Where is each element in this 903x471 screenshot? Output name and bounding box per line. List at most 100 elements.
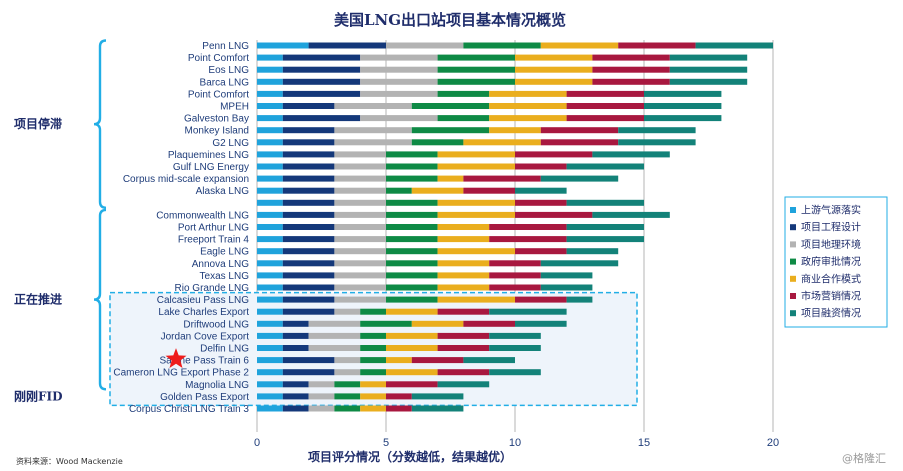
category-label: Barca LNG bbox=[200, 77, 250, 88]
bar-segment bbox=[257, 332, 283, 339]
bar-segment bbox=[515, 66, 593, 73]
bar-segment bbox=[334, 199, 386, 206]
bar-segment bbox=[592, 54, 670, 61]
bar-segment bbox=[386, 272, 438, 279]
bar-segment bbox=[360, 405, 386, 412]
legend-entry: 项目融资情况 bbox=[801, 307, 861, 320]
legend-swatch bbox=[790, 207, 796, 213]
bar-segment bbox=[308, 345, 361, 351]
legend-entry: 项目工程设计 bbox=[801, 221, 861, 234]
group-label: 项目停滞 bbox=[14, 116, 62, 131]
bar-segment bbox=[257, 284, 283, 291]
bar-segment bbox=[282, 296, 335, 303]
category-label: Calcasieu Pass LNG bbox=[157, 295, 249, 306]
bar-segment bbox=[308, 320, 361, 327]
bar-segment bbox=[489, 260, 541, 267]
bar-segment bbox=[334, 187, 386, 194]
bar-segment bbox=[386, 284, 438, 291]
bar-segment bbox=[257, 151, 283, 158]
bar-segment bbox=[386, 308, 438, 315]
bar-segment bbox=[386, 224, 438, 230]
bar-segment bbox=[334, 260, 386, 267]
bar-segment bbox=[618, 127, 696, 134]
bar-segment bbox=[282, 66, 361, 73]
bar-segment bbox=[592, 211, 670, 218]
x-tick-label: 5 bbox=[383, 437, 389, 449]
bar-segment bbox=[334, 357, 361, 364]
bar-segment bbox=[618, 139, 696, 146]
bar-segment bbox=[308, 42, 386, 49]
bar-segment bbox=[360, 369, 386, 376]
bar-segment bbox=[540, 127, 619, 134]
x-tick-label: 15 bbox=[638, 437, 650, 449]
category-label: Driftwood LNG bbox=[183, 319, 249, 330]
bar-segment bbox=[282, 211, 335, 218]
bar-segment bbox=[411, 139, 464, 146]
bar-segment bbox=[257, 42, 309, 49]
legend-swatch bbox=[790, 275, 796, 282]
legend-box bbox=[784, 196, 888, 328]
bar-segment bbox=[515, 199, 567, 206]
star-marker bbox=[165, 348, 187, 368]
bar-segment bbox=[437, 284, 490, 291]
category-label: Commonwealth LNG bbox=[156, 210, 249, 221]
bar-segment bbox=[282, 332, 309, 339]
bar-segment bbox=[489, 308, 567, 315]
bar-segment bbox=[669, 54, 748, 61]
legend-entry: 上游气源落实 bbox=[801, 204, 861, 217]
bar-segment bbox=[257, 260, 283, 267]
bar-segment bbox=[282, 199, 335, 206]
bar-segment bbox=[282, 357, 335, 364]
bar-segment bbox=[282, 345, 309, 351]
x-tick-labels: 0 5 10 15 20 bbox=[254, 437, 779, 449]
bar-segment bbox=[386, 405, 412, 412]
bar-segment bbox=[257, 224, 283, 230]
bar-segment bbox=[257, 320, 283, 327]
bar-segment bbox=[257, 54, 283, 61]
bar-segment bbox=[437, 296, 515, 303]
bar-segment bbox=[257, 345, 283, 351]
category-label: Sabine Pass Train 6 bbox=[160, 356, 250, 367]
bar-segment bbox=[282, 381, 309, 388]
bar-segment bbox=[489, 90, 567, 97]
bar-segment bbox=[257, 78, 283, 85]
bar-segment bbox=[386, 369, 438, 376]
bar-segment bbox=[282, 175, 335, 182]
bar-segment bbox=[257, 381, 283, 388]
bar-segment bbox=[437, 369, 490, 376]
bar-segment bbox=[360, 381, 386, 388]
category-label: Corpus Christi LNG Train 3 bbox=[129, 404, 249, 415]
bar-segment bbox=[360, 345, 386, 351]
bar-segment bbox=[592, 78, 670, 85]
source-note: 资料来源：Wood Mackenzie bbox=[16, 456, 123, 466]
bar-segment bbox=[437, 54, 515, 61]
bar-segment bbox=[437, 211, 515, 218]
bar-segment bbox=[437, 248, 515, 255]
bar-segment bbox=[463, 42, 541, 49]
bar-segment bbox=[489, 284, 541, 291]
bar-segment bbox=[386, 357, 412, 364]
bar-segment bbox=[437, 272, 490, 279]
category-label: Annova LNG bbox=[192, 259, 249, 270]
bar-segment bbox=[282, 284, 335, 291]
group-brace bbox=[93, 208, 107, 391]
bar-segment bbox=[282, 54, 361, 61]
bar-segment bbox=[566, 236, 644, 243]
bar-segment bbox=[566, 115, 644, 122]
bar-segment bbox=[386, 236, 438, 243]
bar-segment bbox=[540, 175, 619, 182]
bar-segment bbox=[437, 224, 490, 230]
bar-segment bbox=[386, 151, 438, 158]
bar-segment bbox=[489, 369, 541, 376]
bar-segment bbox=[669, 78, 748, 85]
category-label: Jordan Cove Export bbox=[161, 331, 250, 342]
bar-segment bbox=[334, 248, 386, 255]
bar-segment bbox=[360, 78, 438, 85]
bar-segment bbox=[334, 224, 386, 230]
bar-segment bbox=[515, 248, 567, 255]
bar-segment bbox=[360, 320, 412, 327]
bar-segment bbox=[334, 393, 361, 400]
bar-segment bbox=[540, 284, 593, 291]
